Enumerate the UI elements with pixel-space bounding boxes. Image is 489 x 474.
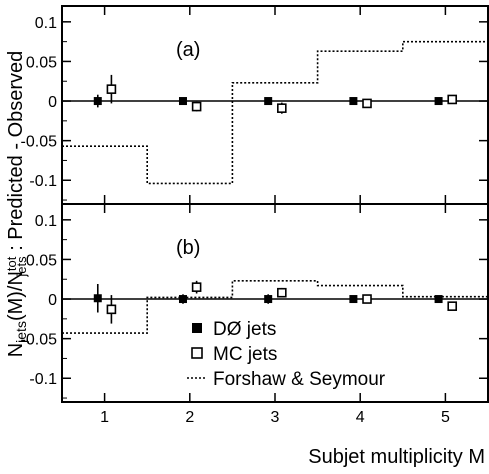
- y-tick-label: -0.05: [21, 134, 58, 151]
- legend-label: DØ jets: [213, 319, 276, 340]
- x-tick-label: 5: [441, 409, 450, 426]
- y-title-sub-b: jets: [14, 256, 29, 278]
- d0-point: [93, 97, 102, 106]
- mc-point: [106, 84, 117, 94]
- y-title-part-b: (M)/N: [5, 271, 27, 321]
- y-tick-label: 0.05: [26, 252, 57, 269]
- x-tick-label: 2: [185, 409, 194, 426]
- x-tick-label: 1: [100, 409, 109, 426]
- y-tick-label: 0: [48, 292, 57, 309]
- y-tick-label: -0.05: [21, 332, 58, 349]
- legend-mc-marker: [191, 347, 203, 359]
- panel-b: 0.1 0.05 0 -0.05 -0.1: [21, 203, 489, 403]
- y-tick-label: 0.05: [26, 54, 57, 71]
- d0-point: [434, 295, 443, 304]
- mc-point: [362, 98, 372, 109]
- y-tick-label: 0.1: [35, 213, 57, 230]
- panel-a-tag: (a): [176, 39, 200, 61]
- d0-point: [178, 295, 187, 304]
- x-tick-label: 4: [356, 409, 365, 426]
- y-tick-label: -0.1: [29, 173, 57, 190]
- y-tick-label: 0: [48, 94, 57, 111]
- y-title-part-c: : Predicted - Observed: [5, 51, 27, 257]
- d0-point: [264, 295, 273, 304]
- mc-point: [447, 94, 458, 105]
- y-title-sup-b: tot: [4, 256, 19, 271]
- y-axis-title: Njets(M)/Ntotjets : Predicted - Observed: [4, 51, 29, 358]
- mc-point: [447, 301, 458, 311]
- x-axis-title: Subjet multiplicity M: [308, 446, 485, 468]
- y-title-sub-a: jets: [13, 321, 29, 344]
- mc-point: [277, 103, 287, 113]
- mc-point: [191, 101, 202, 112]
- legend-label: MC jets: [213, 344, 277, 365]
- y-tick-label: -0.1: [29, 371, 57, 388]
- panel-a: 0.1 0.05 0 -0.05 -0.1: [21, 5, 489, 205]
- d0-point: [264, 97, 273, 106]
- legend: DØ jets MC jets Forshaw & Seymour: [187, 319, 386, 390]
- y-tick-label: 0.1: [35, 15, 57, 32]
- d0-point: [349, 295, 358, 304]
- mc-point: [362, 294, 372, 304]
- panel-b-tag: (b): [176, 237, 200, 259]
- forshaw-seymour-step-line: [62, 280, 488, 334]
- mc-point: [106, 304, 117, 315]
- d0-point: [178, 97, 187, 106]
- legend-label: Forshaw & Seymour: [213, 369, 386, 390]
- y-title-part-a: N: [5, 343, 27, 357]
- d0-point: [349, 97, 358, 106]
- forshaw-seymour-step-line: [62, 40, 488, 185]
- d0-point: [434, 97, 443, 106]
- mc-point: [277, 287, 287, 298]
- x-tick-label: 3: [271, 409, 280, 426]
- mc-point: [191, 282, 202, 292]
- panel-frame: [61, 5, 489, 205]
- legend-d0-marker: [192, 323, 202, 333]
- d0-point: [93, 294, 102, 303]
